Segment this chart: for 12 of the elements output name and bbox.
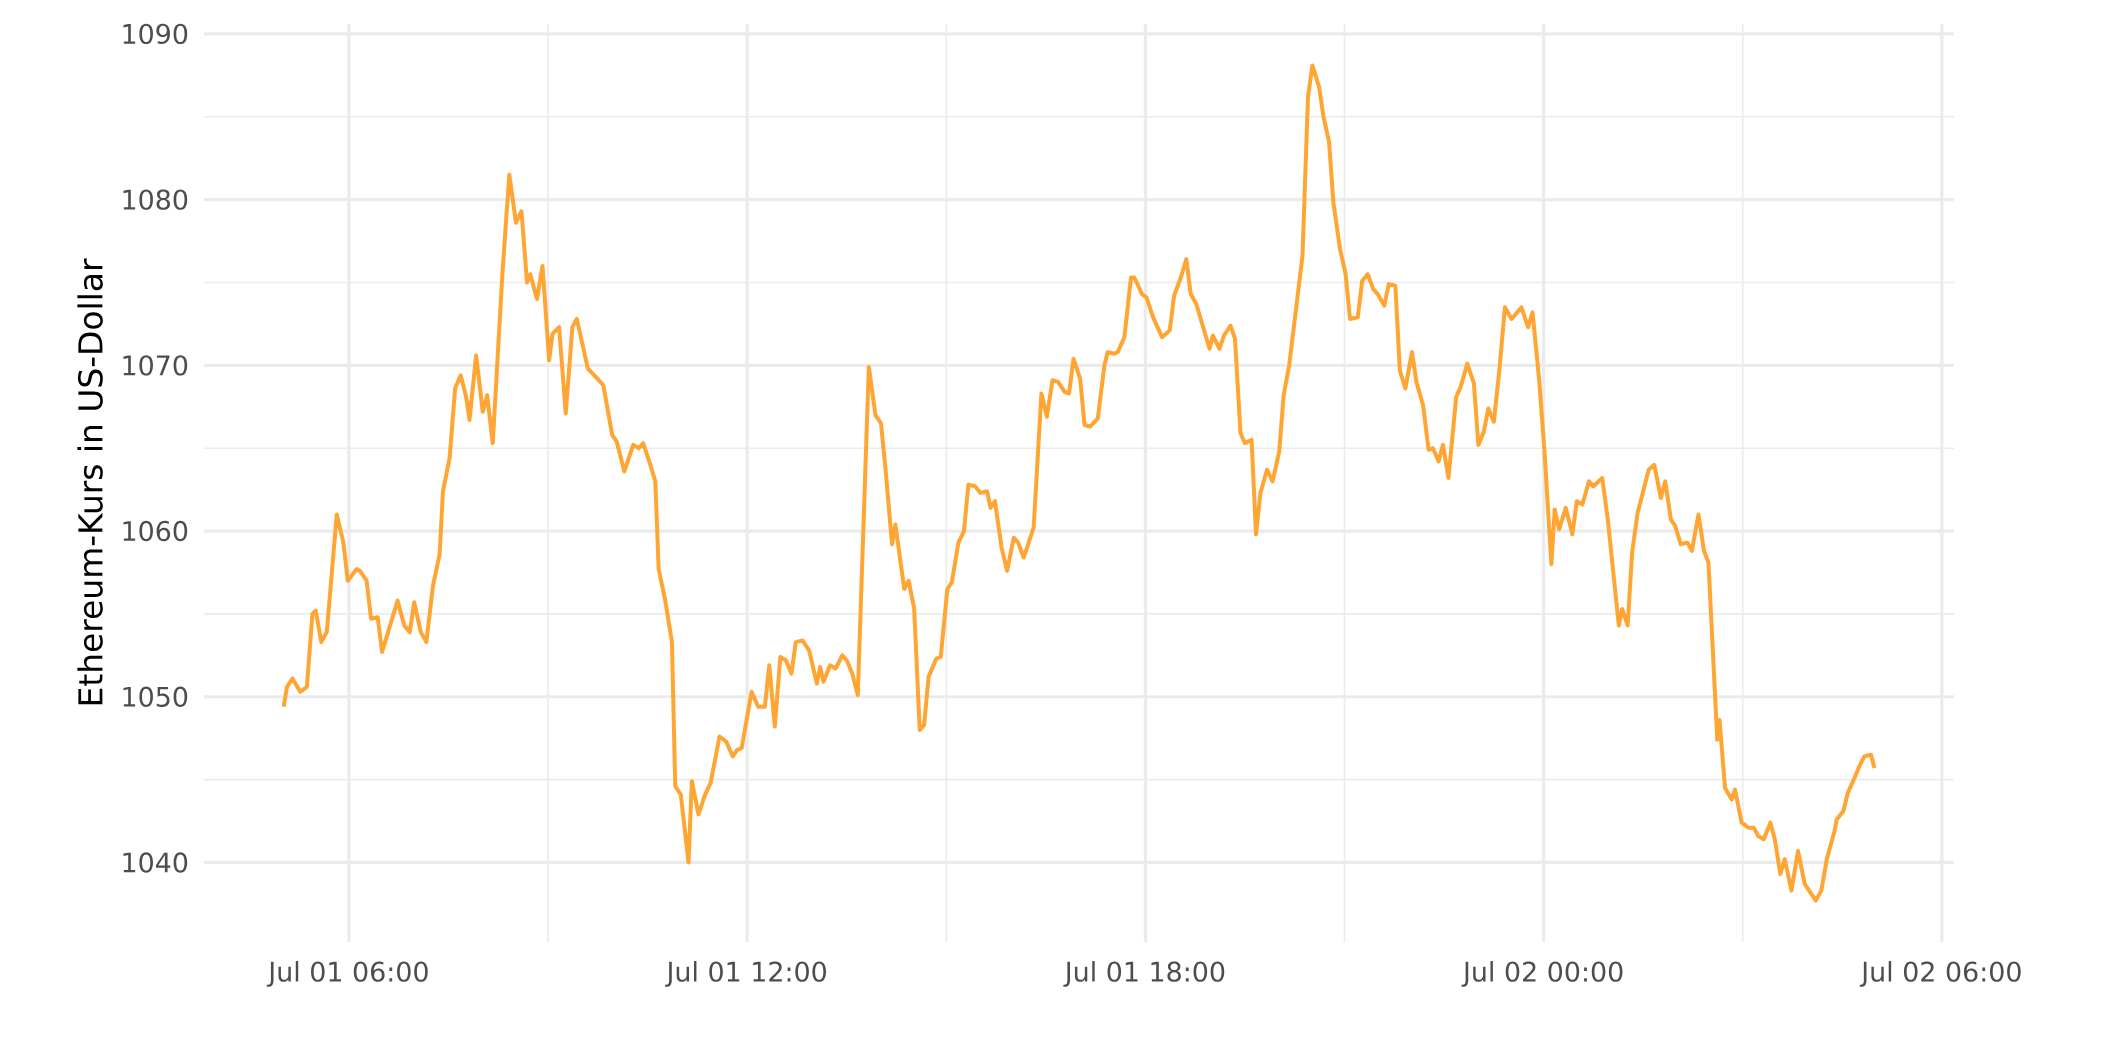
y-tick-label: 1070 [123,355,188,376]
x-tick-label: Jul 01 18:00 [1063,961,1225,987]
x-tick-label: Jul 02 00:00 [1461,961,1623,987]
x-tick-label: Jul 01 12:00 [665,961,826,987]
y-tick-label: 1080 [123,189,188,210]
y-tick-label: 1060 [123,520,188,542]
y-tick-label: 1090 [123,23,188,45]
y-axis-title: Ethereum-Kurs in US-Dollar [77,258,103,705]
y-tick-label: 1040 [123,852,188,873]
x-tick-label: Jul 02 06:00 [1859,961,2021,987]
y-tick-label: 1050 [123,686,188,707]
x-tick-label: Jul 01 06:00 [266,961,428,987]
